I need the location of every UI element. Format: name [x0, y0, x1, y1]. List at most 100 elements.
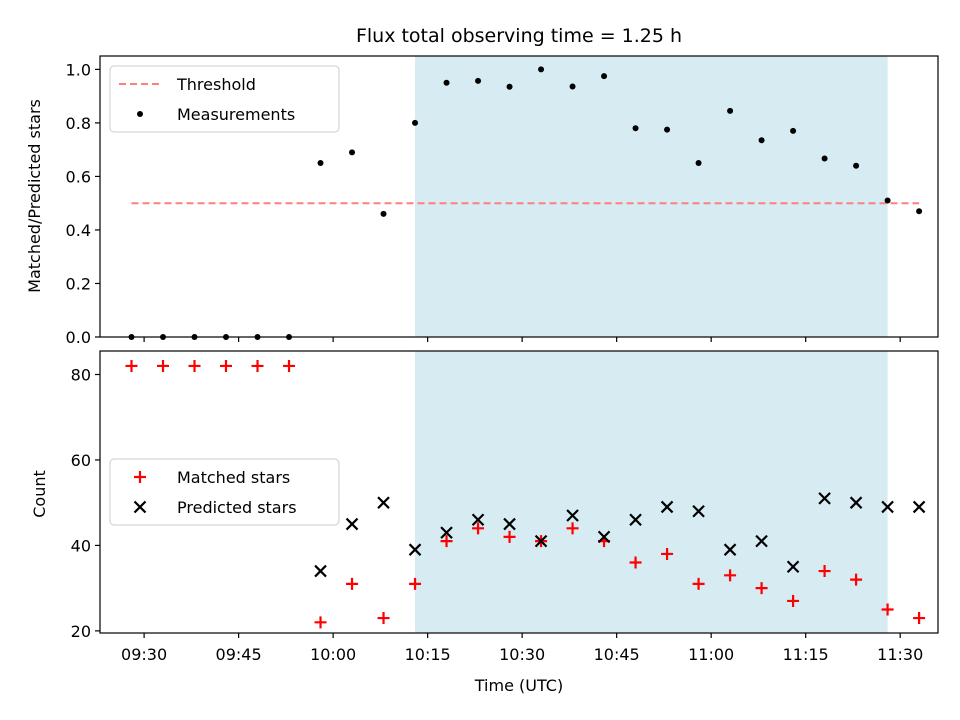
legend-label: Measurements [177, 105, 295, 124]
measurement-point [475, 77, 482, 84]
top-legend [109, 65, 340, 133]
measurement-point [380, 210, 387, 217]
matched-star-point [566, 522, 579, 535]
top-y-tick-label: 0.2 [66, 274, 91, 293]
top-y-tick-label: 0.8 [66, 114, 91, 133]
legend-label: Threshold [176, 75, 256, 94]
predicted-star-point [440, 526, 453, 539]
measurement-point [443, 79, 450, 86]
x-tick-label: 11:15 [783, 645, 829, 664]
matched-star-point [881, 603, 894, 616]
matched-star-point [346, 577, 359, 590]
matched-star-point [220, 359, 233, 372]
top-y-tick-label: 1.0 [66, 60, 91, 79]
matched-star-point [692, 577, 705, 590]
predicted-star-point [849, 496, 863, 509]
matched-star-point [755, 582, 768, 595]
chart-title: Flux total observing time = 1.25 h [356, 25, 682, 47]
predicted-star-point [377, 496, 390, 509]
predicted-star-point [723, 543, 737, 556]
measurement-point [790, 127, 797, 134]
matched-star-point [472, 522, 485, 535]
measurement-point [695, 160, 702, 167]
x-tick-label: 10:15 [405, 645, 451, 664]
top-y-tick-label: 0.6 [66, 167, 91, 186]
matched-star-point [913, 612, 926, 625]
measurement-point [821, 155, 828, 162]
predicted-star-point [818, 492, 831, 505]
matched-star-point [409, 577, 422, 590]
predicted-star-point [314, 564, 327, 578]
measurement-point [727, 107, 734, 114]
matched-star-point [188, 359, 201, 372]
matched-star-point [787, 594, 800, 607]
measurement-point [569, 83, 576, 90]
x-tick-label: 11:30 [877, 645, 923, 664]
matched-star-point [661, 547, 674, 560]
top-panel: 0.0 0.2 0.4 0.6 0.8 1.0 Threshold Measurements [66, 55, 939, 347]
bottom-y-tick-label: 40 [71, 536, 91, 555]
measurement-point [632, 125, 639, 132]
matched-star-point [125, 359, 138, 372]
predicted-star-point [912, 500, 926, 514]
matched-star-point [724, 569, 737, 582]
matched-star-point [314, 616, 327, 629]
x-tick-label: 10:30 [499, 645, 545, 664]
x-axis-label: Time (UTC) [474, 676, 563, 695]
predicted-star-point [503, 517, 516, 531]
matched-star-point [629, 556, 642, 569]
bottom-axes-frame [99, 350, 939, 634]
legend-predicted-swatch [133, 500, 147, 514]
bottom-y-tick-label: 20 [71, 622, 91, 641]
predicted-star-point [534, 534, 548, 548]
predicted-star-point [566, 509, 579, 522]
bottom-panel: 20 40 60 80 09:30 09:45 10:00 10:15 10:30 10:45 11… [71, 350, 939, 664]
predicted-star-point [629, 513, 642, 527]
predicted-star-point [692, 504, 705, 518]
bottom-legend [109, 458, 340, 526]
legend-measurements-swatch [137, 111, 143, 117]
top-shaded-region [415, 56, 888, 337]
predicted-star-point [471, 513, 485, 527]
legend-matched-swatch [134, 471, 146, 483]
bottom-y-axis-label: Count [30, 470, 49, 518]
measurement-point [538, 66, 545, 73]
legend-label: Predicted stars [177, 498, 297, 517]
bottom-shaded-region [415, 351, 888, 633]
measurement-point [853, 162, 860, 169]
predicted-star-point [408, 543, 422, 556]
bottom-y-tick-label: 80 [71, 366, 91, 385]
x-tick-label: 10:45 [594, 645, 640, 664]
matched-star-point [818, 565, 831, 578]
predicted-star-point [786, 560, 800, 574]
matched-star-point [440, 535, 453, 548]
measurement-point [412, 119, 419, 126]
x-tick-label: 09:30 [121, 645, 167, 664]
predicted-star-point [345, 517, 359, 531]
measurement-point [884, 197, 891, 204]
measurement-point [601, 73, 608, 80]
top-y-tick-label: 0.4 [66, 221, 91, 240]
predicted-star-point [660, 500, 674, 514]
x-tick-label: 10:00 [310, 645, 356, 664]
measurement-point [916, 208, 923, 215]
predicted-star-point [597, 530, 611, 544]
measurement-point [758, 137, 765, 144]
legend-label: Matched stars [177, 468, 290, 487]
matched-star-point [157, 359, 170, 372]
measurement-point [506, 83, 513, 90]
matched-star-point [503, 530, 516, 543]
x-tick-label: 11:00 [688, 645, 734, 664]
predicted-star-point [881, 500, 894, 514]
matched-star-point [283, 359, 296, 372]
matched-star-point [377, 612, 390, 625]
top-y-tick-label: 0.0 [66, 328, 91, 347]
measurement-point [317, 160, 324, 167]
x-tick-label: 09:45 [216, 645, 262, 664]
matched-star-point [850, 573, 863, 586]
predicted-star-point [755, 534, 768, 548]
bottom-y-tick-label: 60 [71, 451, 91, 470]
top-y-axis-label: Matched/Predicted stars [25, 99, 44, 293]
measurement-point [349, 149, 356, 156]
